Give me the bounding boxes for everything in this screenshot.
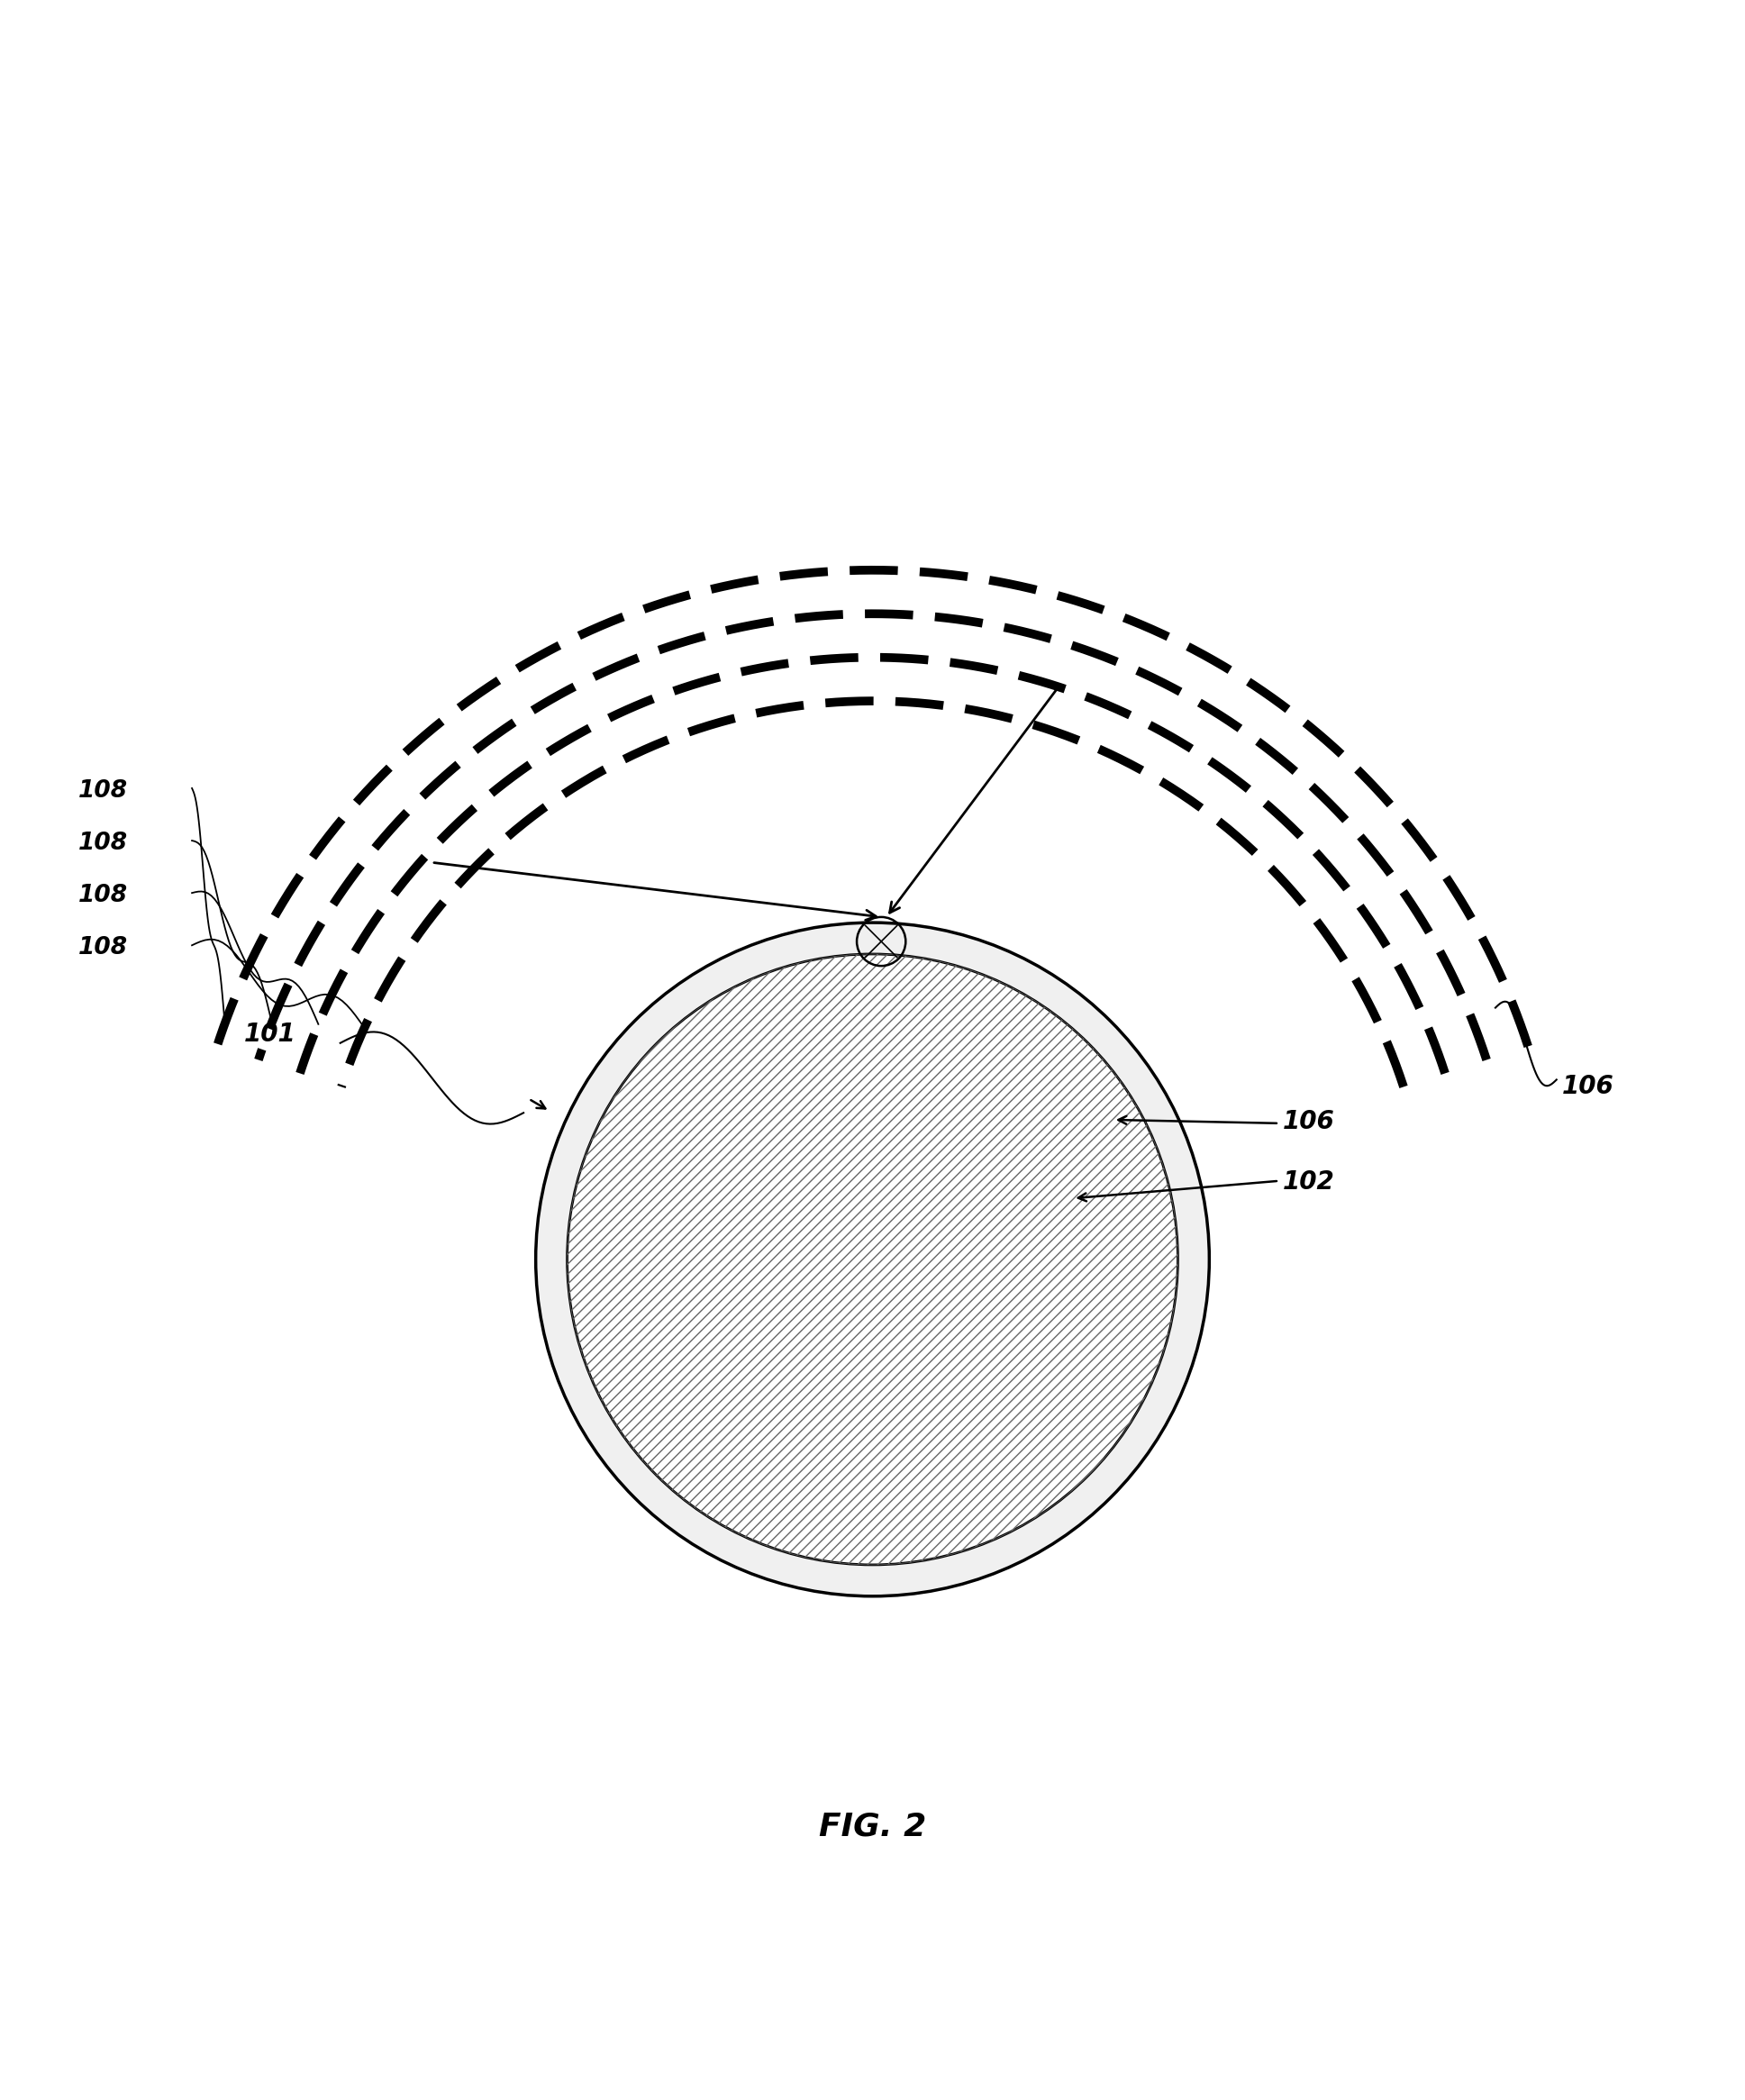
Text: FIG. 2: FIG. 2 [818,1810,927,1842]
Text: 108: 108 [79,884,127,907]
Text: 101: 101 [244,1021,297,1046]
Text: 102: 102 [1283,1170,1335,1195]
Text: 108: 108 [79,937,127,960]
Text: 106: 106 [1562,1073,1614,1098]
Text: 108: 108 [79,832,127,855]
Text: 106: 106 [1283,1109,1335,1134]
Text: 108: 108 [79,779,127,802]
Circle shape [567,953,1178,1564]
Circle shape [536,922,1209,1596]
